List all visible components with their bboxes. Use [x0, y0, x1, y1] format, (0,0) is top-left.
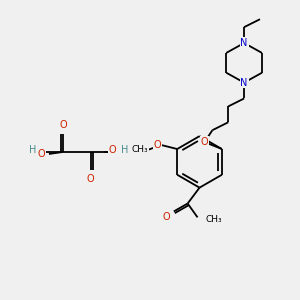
Text: O: O: [109, 145, 116, 155]
Text: H: H: [29, 145, 37, 155]
Text: CH₃: CH₃: [206, 215, 222, 224]
Text: N: N: [240, 38, 248, 48]
Text: O: O: [162, 212, 170, 222]
Text: O: O: [37, 149, 45, 159]
Text: O: O: [154, 140, 161, 150]
Text: O: O: [201, 137, 208, 147]
Text: CH₃: CH₃: [131, 145, 148, 154]
Text: O: O: [59, 120, 67, 130]
Text: H: H: [121, 145, 128, 155]
Text: O: O: [87, 174, 94, 184]
Text: N: N: [240, 78, 248, 88]
